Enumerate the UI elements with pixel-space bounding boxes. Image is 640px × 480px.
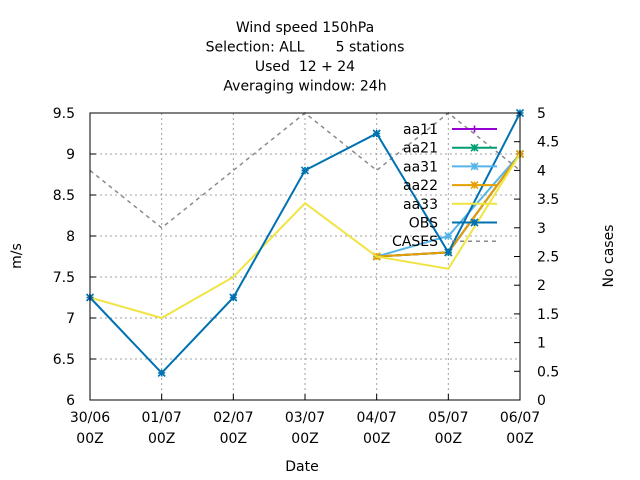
x-tick-label: 01/07: [141, 410, 181, 426]
x-axis-ticks: 30/06 00Z 01/07 00Z 02/07 00Z 03/07 00Z 04/07 00Z…: [70, 394, 540, 447]
y-tick-label: 6: [66, 393, 75, 409]
y-tick-label: 9.5: [53, 106, 75, 122]
y2-tick-label: 5: [537, 106, 546, 122]
legend-label: aa11: [403, 122, 438, 138]
legend: aa11 aa21 aa31 aa22 aa33 OBS CASES: [392, 122, 497, 250]
y-tick-label: 7: [66, 311, 75, 327]
legend-label: aa21: [403, 141, 438, 157]
title-line: Used 12 + 24: [255, 59, 355, 75]
legend-label: OBS: [409, 216, 438, 232]
plot-frame: [89, 112, 521, 401]
x-tick-label: 00Z: [220, 431, 247, 447]
data-point-obs: [157, 368, 166, 378]
x-tick-label: 06/07: [500, 410, 540, 426]
y-axis-label: m/s: [9, 243, 25, 269]
y-tick-label: 7.5: [53, 270, 75, 286]
data-point-aa31: [444, 231, 453, 241]
x-tick-label: 02/07: [213, 410, 253, 426]
legend-label: aa22: [403, 178, 438, 194]
x-tick-label: 00Z: [76, 431, 103, 447]
data-point-obs: [229, 293, 238, 302]
legend-marker: [470, 181, 479, 190]
x-tick-label: 00Z: [506, 431, 533, 447]
y2-tick-label: 2.5: [537, 250, 559, 266]
title-line: Selection: ALL 5 stations: [206, 40, 405, 56]
y2-tick-label: 3.5: [537, 192, 559, 208]
x-tick-label: 30/06: [70, 410, 110, 426]
legend-marker: [471, 125, 478, 133]
data-point-obs: [372, 129, 381, 138]
series-line-aa33: [89, 153, 521, 320]
series-aa33: [89, 153, 521, 320]
y-tick-label: 6.5: [53, 352, 75, 368]
x-tick-label: 04/07: [356, 410, 396, 426]
y2-tick-label: 0.5: [537, 364, 559, 380]
x-tick-label: 00Z: [291, 431, 318, 447]
y-axis-ticks: 6 6.5 7 7.5 8 8.5 9 9.5: [53, 106, 96, 409]
x-tick-label: 00Z: [363, 431, 390, 447]
y2-tick-label: 1: [537, 336, 546, 352]
legend-label: aa31: [403, 159, 438, 175]
x-tick-label: 03/07: [285, 410, 325, 426]
legend-label: CASES: [392, 234, 438, 250]
data-point-obs: [300, 166, 310, 175]
x-tick-label: 00Z: [148, 431, 175, 447]
title-line: Wind speed 150hPa: [236, 20, 374, 36]
y2-tick-label: 1.5: [537, 307, 559, 323]
y2-tick-label: 0: [537, 393, 546, 409]
legend-marker: [470, 162, 479, 171]
y-tick-label: 9: [66, 147, 75, 163]
y2-tick-label: 4: [537, 163, 546, 179]
y2-tick-label: 3: [537, 221, 546, 237]
legend-label: aa33: [403, 197, 438, 213]
y2-tick-label: 2: [537, 278, 546, 294]
x-tick-label: 05/07: [428, 410, 468, 426]
data-point-obs: [444, 248, 453, 257]
legend-marker: [470, 218, 479, 227]
y2-axis-label: No cases: [601, 225, 617, 288]
chart-title: Wind speed 150hPa Selection: ALL 5 statio…: [206, 20, 405, 95]
y-tick-label: 8: [66, 229, 75, 245]
y2-tick-label: 4.5: [537, 135, 559, 151]
y-tick-label: 8.5: [53, 188, 75, 204]
y2-axis-ticks: 0 0.5 1 1.5 2 2.5 3 3.5 4 4.5 5: [514, 106, 559, 409]
legend-marker: [470, 143, 479, 152]
x-axis-label: Date: [285, 459, 318, 475]
x-tick-label: 00Z: [435, 431, 462, 447]
title-line: Averaging window: 24h: [223, 79, 386, 95]
